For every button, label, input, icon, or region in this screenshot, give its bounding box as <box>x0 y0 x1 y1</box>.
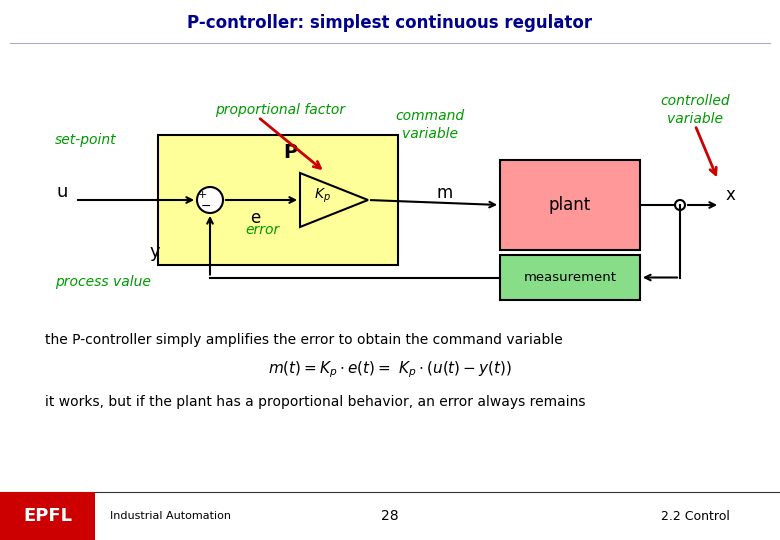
Text: plant: plant <box>549 196 591 214</box>
Text: P-controller: simplest continuous regulator: P-controller: simplest continuous regula… <box>187 14 593 32</box>
Text: EPFL: EPFL <box>23 507 73 525</box>
Bar <box>500 160 640 250</box>
Bar <box>0 492 95 540</box>
Text: e: e <box>250 209 260 227</box>
Circle shape <box>197 187 223 213</box>
Text: the P-controller simply amplifies the error to obtain the command variable: the P-controller simply amplifies the er… <box>45 333 562 347</box>
Text: controlled
variable: controlled variable <box>660 94 730 126</box>
Text: m: m <box>437 184 453 202</box>
Text: set-point: set-point <box>55 133 117 147</box>
Text: Industrial Automation: Industrial Automation <box>110 511 231 521</box>
Text: −: − <box>200 199 211 213</box>
Text: it works, but if the plant has a proportional behavior, an error always remains: it works, but if the plant has a proport… <box>45 395 586 409</box>
Text: $K_p$: $K_p$ <box>314 187 331 205</box>
Bar <box>500 255 640 300</box>
Polygon shape <box>300 173 368 227</box>
Text: u: u <box>56 183 68 201</box>
Text: y: y <box>150 243 161 261</box>
Text: 2.2 Control: 2.2 Control <box>661 510 730 523</box>
Bar <box>158 135 398 265</box>
Text: x: x <box>725 186 735 204</box>
Text: P: P <box>283 144 297 163</box>
Text: measurement: measurement <box>523 271 616 284</box>
Text: error: error <box>245 223 279 237</box>
Text: command
variable: command variable <box>395 109 465 140</box>
Text: $m(t) = K_p \cdot e(t) = \ K_p \cdot (u(t) - y(t))$: $m(t) = K_p \cdot e(t) = \ K_p \cdot (u(… <box>268 360 512 380</box>
Text: proportional factor: proportional factor <box>215 103 345 117</box>
Text: 28: 28 <box>381 509 399 523</box>
Text: +: + <box>197 190 207 200</box>
Text: process value: process value <box>55 275 151 289</box>
